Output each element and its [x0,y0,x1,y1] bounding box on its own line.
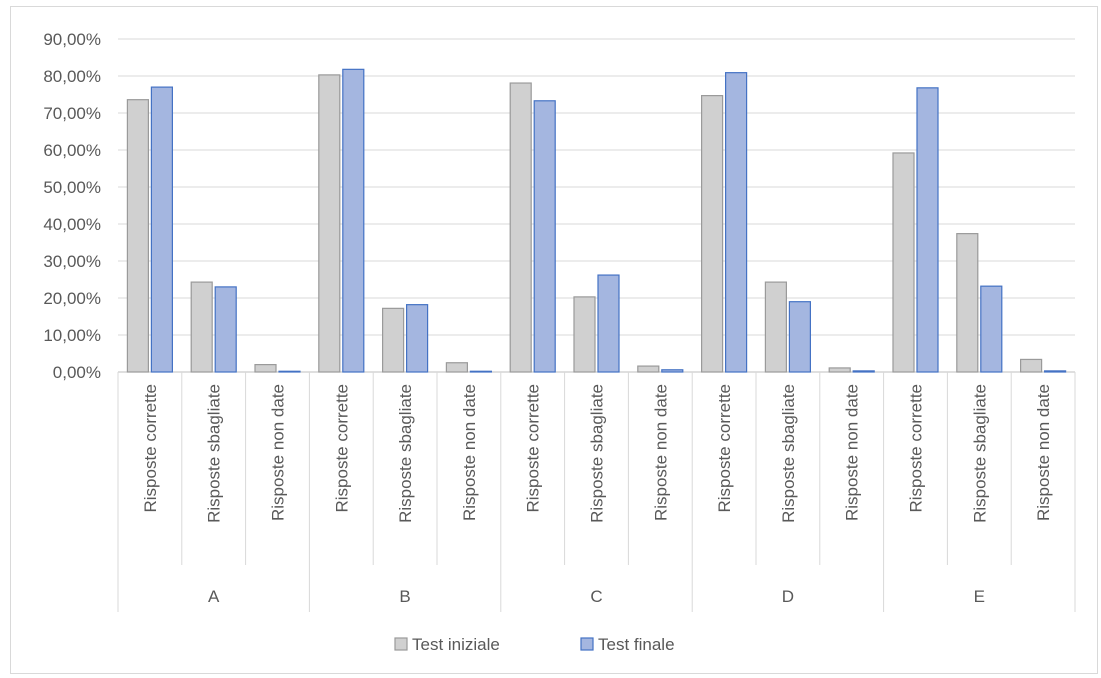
category-label: Risposte sbagliate [588,384,607,523]
y-tick-label: 0,00% [53,363,101,382]
category-label: Risposte sbagliate [779,384,798,523]
category-label: Risposte non date [269,384,288,521]
bar [533,100,556,373]
bar [661,369,684,373]
bar [764,281,788,373]
bar [916,87,939,373]
bar [980,285,1003,373]
y-tick-label: 80,00% [43,67,101,86]
bar [254,364,277,373]
category-label: Risposte non date [460,384,479,521]
category-label: Risposte non date [1034,384,1053,521]
bar [342,68,365,373]
category-label: Risposte sbagliate [205,384,224,523]
bar [828,367,851,373]
bar [788,301,812,373]
category-label: Risposte corrette [524,384,543,513]
bar [469,370,492,373]
y-tick-label: 50,00% [43,178,101,197]
y-tick-label: 90,00% [43,30,101,49]
bar [956,233,979,373]
bar [278,370,301,373]
category-label: Risposte corrette [715,384,734,513]
legend-swatch [394,637,408,651]
category-label: Risposte corrette [907,384,926,513]
bar [700,95,724,373]
y-tick-label: 70,00% [43,104,101,123]
category-label: Risposte sbagliate [970,384,989,523]
category-label: Risposte corrette [141,384,160,513]
category-label: Risposte non date [651,384,670,521]
y-tick-label: 10,00% [43,326,101,345]
bar [1043,370,1067,373]
bar [852,370,875,373]
legend-label: Test iniziale [412,635,500,654]
group-label: D [782,587,794,606]
bar [318,74,341,373]
bar [892,152,915,373]
bar [150,86,173,373]
group-label: E [974,587,985,606]
group-label: C [590,587,602,606]
bar [597,274,620,373]
bar [445,362,468,373]
group-label: A [208,587,220,606]
y-tick-label: 20,00% [43,289,101,308]
y-tick-label: 40,00% [43,215,101,234]
category-label: Risposte non date [843,384,862,521]
legend-swatch [580,637,594,651]
bar [1019,358,1043,373]
y-tick-label: 60,00% [43,141,101,160]
bar [406,304,429,373]
bar [573,296,596,373]
group-label: B [399,587,410,606]
bar [214,286,237,373]
bar [724,72,748,373]
bar [126,99,150,373]
legend-label: Test finale [598,635,675,654]
bar [509,82,532,373]
bar [637,365,660,373]
category-label: Risposte corrette [332,384,351,513]
y-tick-label: 30,00% [43,252,101,271]
bar [190,281,213,373]
bar [382,307,405,373]
category-label: Risposte sbagliate [396,384,415,523]
